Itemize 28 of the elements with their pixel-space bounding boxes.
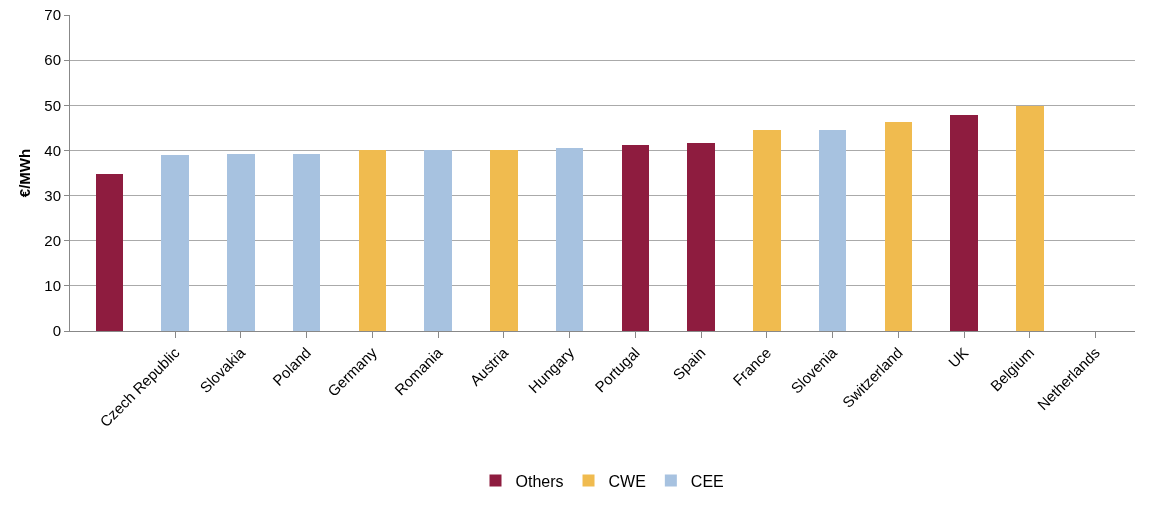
y-axis-title: €/MWh: [16, 148, 33, 198]
bar: [292, 153, 321, 331]
bar: [490, 150, 518, 331]
y-tick-label: 70: [44, 6, 61, 24]
legend-label: CEE: [690, 472, 724, 490]
bar: [555, 148, 584, 331]
y-tick-label: 10: [44, 277, 61, 295]
y-tick-label: 40: [44, 141, 61, 159]
y-tick-label: 60: [44, 51, 61, 69]
legend-label: Others: [515, 472, 564, 490]
bar: [95, 174, 124, 331]
x-tick-label: UK: [944, 343, 972, 371]
y-tick-label: 30: [44, 186, 61, 204]
bar: [358, 150, 387, 331]
bar: [687, 142, 715, 331]
bar: [950, 115, 978, 331]
y-tick-label: 20: [44, 231, 61, 249]
bar: [161, 154, 189, 331]
bar: [621, 144, 650, 331]
bar: [884, 122, 913, 331]
y-tick-label: 50: [44, 96, 61, 114]
bar: [1016, 106, 1044, 331]
bar: [753, 129, 781, 331]
legend-label: CWE: [608, 472, 646, 490]
bar: [227, 153, 255, 331]
bar: [424, 150, 452, 331]
y-tick-label: 0: [52, 322, 61, 340]
bar: [818, 129, 847, 331]
